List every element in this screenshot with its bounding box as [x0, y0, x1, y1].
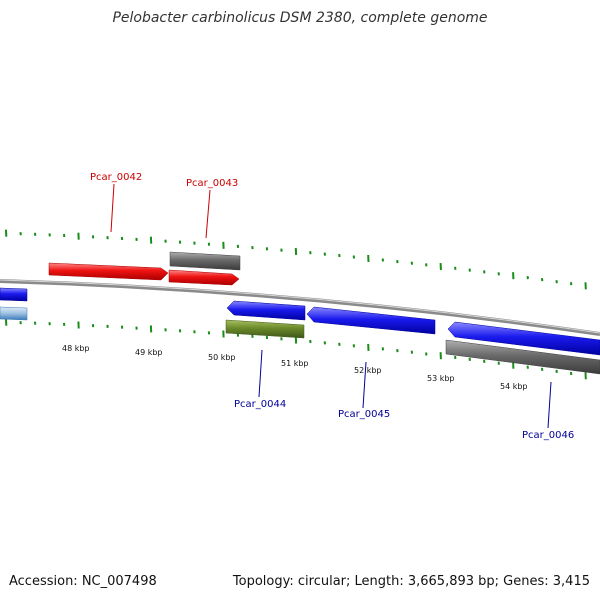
map-title: Pelobacter carbinolicus DSM 2380, comple… [112, 10, 488, 26]
leader-pcar-0042 [110, 183, 115, 233]
label-pcar-0046[interactable]: Pcar_0046 [522, 430, 574, 441]
gene-pcar-0046-other[interactable] [445, 339, 600, 375]
accession-text: Accession: NC_007498 [9, 574, 157, 589]
scale-label-49kbp: 49 kbp [135, 348, 163, 357]
leader-pcar-0044 [258, 349, 263, 398]
scale-label-53kbp: 53 kbp [427, 374, 455, 383]
label-pcar-0044[interactable]: Pcar_0044 [234, 399, 286, 410]
leader-pcar-0043 [205, 189, 211, 239]
label-leaders [110, 183, 552, 429]
label-pcar-0045[interactable]: Pcar_0045 [338, 409, 390, 420]
genome-backbone-highlight [0, 279, 600, 334]
gene-left-partial-rna[interactable] [0, 306, 28, 321]
gene-labels: Pcar_0042 Pcar_0043 Pcar_0044 Pcar_0045 … [90, 172, 574, 441]
scale-label-50kbp: 50 kbp [208, 353, 236, 362]
gene-pcar-0044-rna[interactable] [225, 319, 305, 339]
label-pcar-0043[interactable]: Pcar_0043 [186, 178, 238, 189]
gene-pcar-0046[interactable] [447, 321, 600, 356]
gene-pcar-0042[interactable] [48, 262, 169, 281]
gene-pcar-0043-other[interactable] [169, 251, 241, 271]
genome-summary-text: Topology: circular; Length: 3,665,893 bp… [232, 574, 590, 589]
reverse-strand-features [0, 287, 600, 375]
label-pcar-0042[interactable]: Pcar_0042 [90, 172, 142, 183]
scale-label-52kbp: 52 kbp [354, 366, 382, 375]
scale-labels: 48 kbp 49 kbp 50 kbp 51 kbp 52 kbp 53 kb… [62, 344, 528, 391]
gene-pcar-0043[interactable] [168, 269, 240, 286]
scale-label-51kbp: 51 kbp [281, 359, 309, 368]
scale-label-48kbp: 48 kbp [62, 344, 90, 353]
gene-left-partial[interactable] [0, 287, 28, 302]
leader-pcar-0046 [547, 381, 552, 429]
leader-pcar-0045 [362, 361, 367, 409]
gene-pcar-0045[interactable] [306, 306, 436, 335]
genome-backbone [0, 279, 600, 336]
upper-tick-ring [5, 229, 587, 290]
forward-strand-features [48, 251, 241, 286]
scale-label-54kbp: 54 kbp [500, 382, 528, 391]
gene-pcar-0044[interactable] [226, 300, 306, 321]
